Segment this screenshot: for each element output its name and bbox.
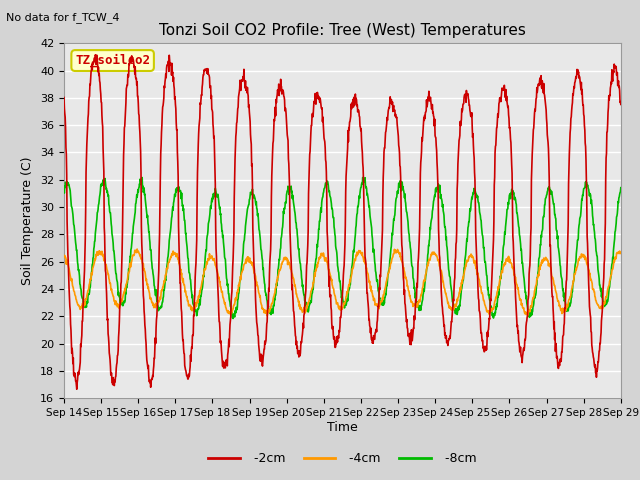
X-axis label: Time: Time <box>327 421 358 434</box>
Legend:  -2cm,  -4cm,  -8cm: -2cm, -4cm, -8cm <box>204 447 481 470</box>
Text: TZ_soilco2: TZ_soilco2 <box>75 54 150 67</box>
Text: No data for f_TCW_4: No data for f_TCW_4 <box>6 12 120 23</box>
Y-axis label: Soil Temperature (C): Soil Temperature (C) <box>22 156 35 285</box>
Title: Tonzi Soil CO2 Profile: Tree (West) Temperatures: Tonzi Soil CO2 Profile: Tree (West) Temp… <box>159 23 526 38</box>
